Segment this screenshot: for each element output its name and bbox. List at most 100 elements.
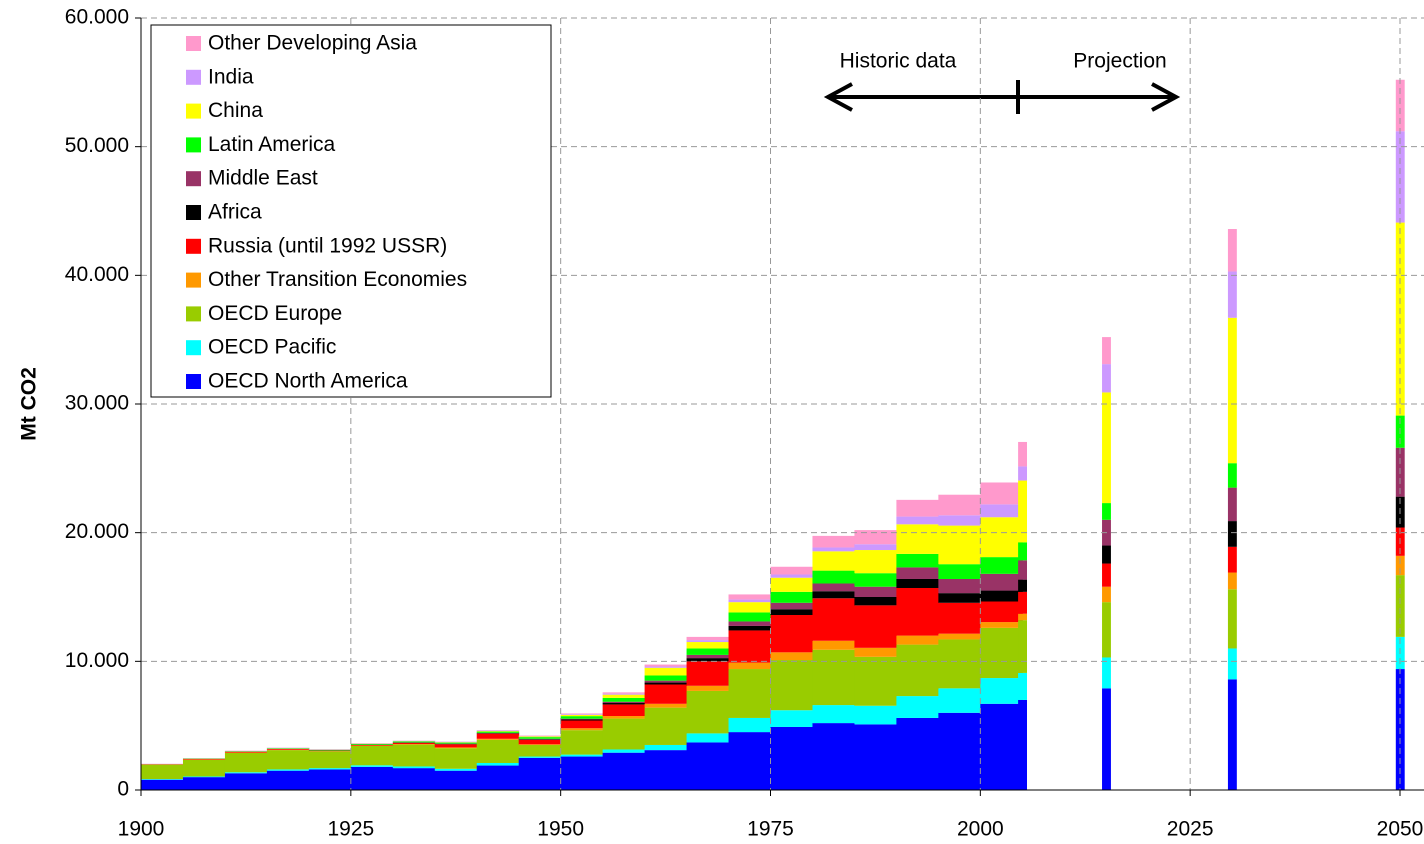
bar-segment [476, 738, 520, 740]
bar-segment [980, 504, 1023, 518]
bar-segment [686, 690, 730, 734]
bar-segment [770, 660, 813, 711]
y-tick-label: 30.000 [65, 392, 129, 415]
bar-segment [980, 573, 1023, 591]
bar-segment [1102, 364, 1111, 393]
bar-segment [896, 516, 939, 525]
bar-segment [896, 524, 939, 554]
bar-segment [1018, 591, 1027, 614]
bar-segment [560, 713, 604, 715]
bar-segment [896, 587, 939, 636]
legend-label: Russia (until 1992 USSR) [208, 234, 447, 257]
bar-segment [266, 748, 310, 749]
bar-segment [141, 779, 184, 780]
bar-segment [812, 723, 855, 790]
bar-segment [980, 678, 1023, 704]
bar-segment [392, 741, 436, 743]
bar-segment [812, 649, 855, 706]
bar-segment [854, 656, 897, 706]
bars [141, 79, 1405, 790]
bar-segment [854, 724, 897, 790]
bar-segment [518, 757, 562, 790]
legend-label: Other Transition Economies [208, 268, 467, 291]
bar-segment [1018, 672, 1027, 700]
bar-segment [1227, 572, 1237, 590]
bar-segment [644, 682, 688, 685]
bar-segment [476, 765, 520, 790]
legend-swatch [186, 205, 201, 220]
bar-segment [182, 758, 226, 760]
bar-segment [182, 776, 226, 778]
bar-segment [686, 733, 730, 743]
x-tick-label: 1900 [118, 818, 165, 841]
bar-segment [518, 739, 562, 745]
bar-segment [1018, 613, 1027, 621]
bar-segment [854, 530, 897, 545]
x-tick-label: 2000 [957, 818, 1004, 841]
bar-segment [770, 726, 813, 790]
bar-segment [1018, 466, 1027, 481]
bar-segment [896, 499, 939, 517]
x-tick-label: 2025 [1167, 818, 1214, 841]
bar-segment [602, 694, 646, 698]
bar-segment [728, 594, 771, 600]
legend-swatch [186, 306, 201, 322]
bar-segment [938, 688, 981, 713]
bar-segment [1018, 699, 1027, 790]
bar-segment [938, 564, 981, 579]
bar-segment [1102, 688, 1111, 790]
legend-label: Latin America [208, 133, 336, 156]
bar-segment [1018, 542, 1027, 561]
bar-segment [350, 743, 394, 745]
y-tick-label: 60.000 [65, 6, 129, 29]
bar-segment [644, 680, 688, 683]
annotation: Projection [1073, 50, 1166, 73]
bar-segment [476, 739, 520, 763]
bar-segment [980, 627, 1023, 679]
legend-label: OECD Europe [208, 302, 342, 325]
bar-segment [1227, 648, 1237, 680]
bar-segment [308, 750, 352, 752]
bar-segment [560, 714, 604, 715]
bar-segment [350, 745, 394, 766]
bar-segment [602, 716, 646, 719]
bar-segment [141, 764, 184, 780]
bar-segment [728, 621, 771, 626]
bar-segment [1227, 229, 1237, 272]
bar-segment [728, 599, 771, 603]
bar-segment [1227, 589, 1237, 649]
bar-segment [1227, 463, 1237, 488]
bar-segment [728, 732, 771, 790]
bar-segment [308, 768, 352, 770]
x-tick-label: 2050 [1377, 818, 1424, 841]
bar-segment [896, 578, 939, 588]
bar-segment [980, 557, 1023, 574]
bar-segment [980, 622, 1023, 628]
bar-segment [770, 615, 813, 653]
bar-segment [896, 567, 939, 579]
bar-segment [1102, 563, 1111, 587]
bar-segment [938, 525, 981, 565]
bar-segment [1395, 79, 1405, 132]
bar-segment [476, 762, 520, 766]
bar-segment [1018, 560, 1027, 580]
bar-segment [980, 703, 1023, 790]
bar-segment [560, 719, 604, 721]
bar-segment [812, 547, 855, 552]
bar-segment [434, 748, 478, 769]
bar-segment [141, 779, 184, 790]
bar-segment [1102, 602, 1111, 658]
bar-segment [182, 777, 226, 790]
bar-segment [938, 633, 981, 640]
bar-segment [434, 770, 478, 790]
bar-segment [686, 658, 730, 662]
bar-segment [686, 636, 730, 641]
legend-swatch [186, 36, 201, 51]
bar-segment [980, 482, 1023, 505]
bar-segment [770, 574, 813, 578]
bar-segment [770, 591, 813, 603]
bar-segment [602, 692, 646, 694]
bar-segment [602, 749, 646, 753]
bar-segment [686, 661, 730, 686]
bar-segment [476, 730, 520, 732]
